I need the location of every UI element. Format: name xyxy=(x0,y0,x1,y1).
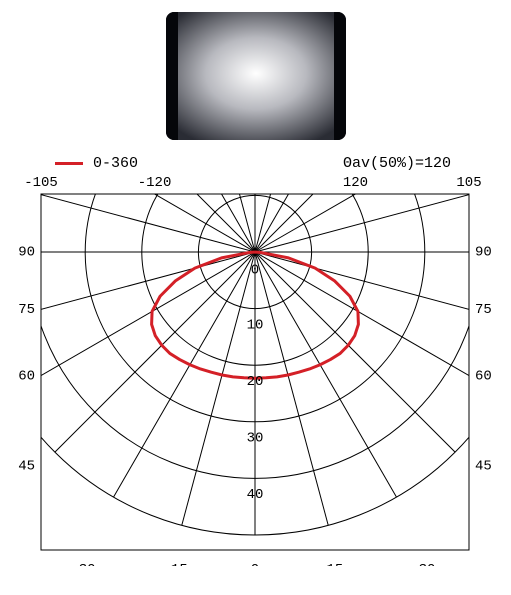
legend-row: 0-360 Θav(50%)=120 xyxy=(0,149,511,174)
photo-region xyxy=(0,0,511,149)
svg-text:45: 45 xyxy=(18,459,35,475)
svg-text:60: 60 xyxy=(18,368,35,384)
svg-text:-105: -105 xyxy=(24,175,58,191)
polar-chart-svg: 0 10 20 30 40 -105 -120 120 105 90 75 60 45 90 75 60 45 -… xyxy=(4,174,507,566)
svg-text:30: 30 xyxy=(247,431,264,447)
svg-text:0: 0 xyxy=(251,263,259,279)
svg-text:45: 45 xyxy=(475,459,492,475)
svg-text:120: 120 xyxy=(343,175,368,191)
svg-text:60: 60 xyxy=(475,368,492,384)
polar-chart-region: 0 10 20 30 40 -105 -120 120 105 90 75 60 45 90 75 60 45 -… xyxy=(0,174,511,578)
light-photo xyxy=(166,12,346,140)
svg-text:105: 105 xyxy=(456,175,481,191)
svg-text:90: 90 xyxy=(18,245,35,261)
svg-text:-30: -30 xyxy=(70,562,95,566)
svg-text:20: 20 xyxy=(247,374,264,390)
legend-theta-label: Θav(50%)=120 xyxy=(343,155,471,172)
svg-text:40: 40 xyxy=(247,487,264,503)
legend-swatch xyxy=(55,162,83,165)
svg-text:90: 90 xyxy=(475,245,492,261)
svg-text:75: 75 xyxy=(18,302,35,318)
figure-container: 0-360 Θav(50%)=120 0 10 20 30 40 -105 -120 120 1… xyxy=(0,0,511,578)
svg-text:10: 10 xyxy=(247,317,264,333)
legend-left: 0-360 xyxy=(55,155,138,172)
svg-text:30: 30 xyxy=(419,562,436,566)
legend-series-label: 0-360 xyxy=(93,155,138,172)
svg-text:15: 15 xyxy=(326,562,343,566)
svg-text:0: 0 xyxy=(251,562,259,566)
svg-text:75: 75 xyxy=(475,302,492,318)
svg-text:-120: -120 xyxy=(138,175,172,191)
svg-text:-15: -15 xyxy=(163,562,188,566)
